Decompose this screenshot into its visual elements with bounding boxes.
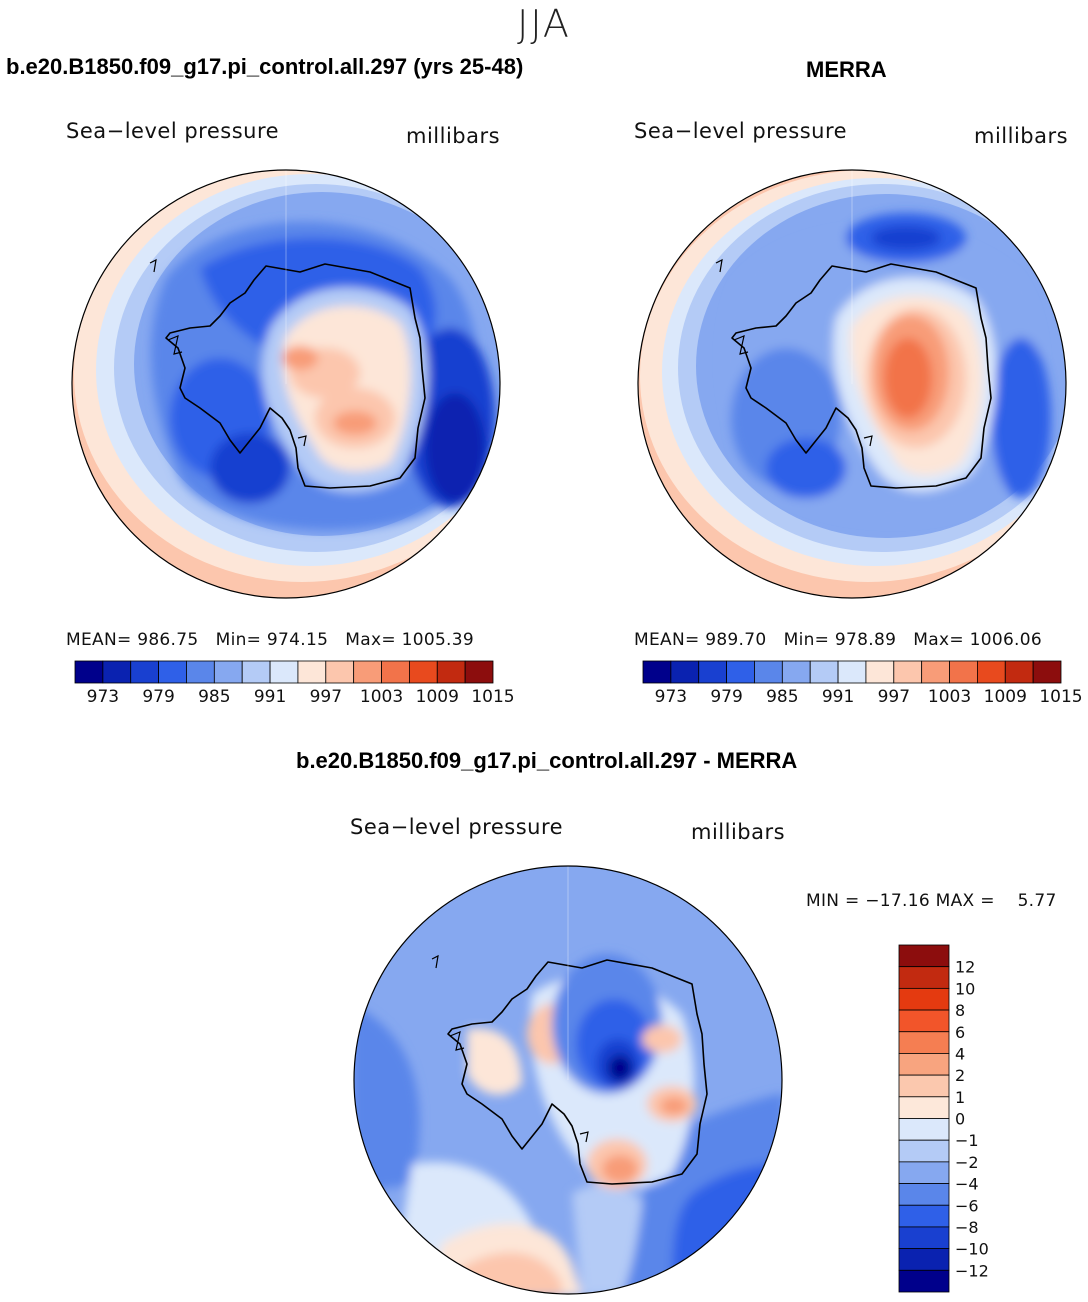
obs-colorbar-tick: 985 — [766, 687, 798, 707]
obs-units-label: millibars — [974, 124, 1069, 148]
obs-colorbar-box — [865, 660, 895, 684]
diff-colorbar-tick: −8 — [955, 1218, 979, 1237]
model-colorbar-tick: 985 — [198, 687, 230, 707]
diff-colorbar-tick: −1 — [955, 1131, 979, 1150]
diff-colorbar-box — [898, 1074, 950, 1098]
obs-colorbar-box — [670, 660, 700, 684]
model-colorbar-box — [408, 660, 438, 684]
model-colorbar-box — [241, 660, 271, 684]
obs-colorbar-box — [1032, 660, 1062, 684]
model-colorbar-tick: 973 — [87, 687, 119, 707]
obs-colorbar-tick: 991 — [822, 687, 854, 707]
model-variable-label: Sea−level pressure — [66, 119, 280, 143]
obs-colorbar-box — [781, 660, 811, 684]
diff-colorbar-box — [898, 944, 950, 968]
model-colorbar-box — [74, 660, 104, 684]
diff-colorbar-box — [898, 1031, 950, 1054]
obs-colorbar-box — [893, 660, 923, 684]
model-colorbar-tick: 979 — [142, 687, 174, 707]
diff-colorbar-box — [898, 1269, 950, 1293]
obs-colorbar-box — [1004, 660, 1034, 684]
obs-colorbar-tick: 1003 — [928, 687, 971, 707]
obs-colorbar-tick: 973 — [655, 687, 687, 707]
diff-colorbar-tick: −12 — [955, 1261, 989, 1280]
diff-colorbar-tick: −6 — [955, 1196, 979, 1215]
diff-stats: MIN = −17.16 MAX = 5.77 — [806, 891, 1057, 911]
diff-colorbar-box — [898, 1226, 950, 1250]
model-colorbar-box — [353, 660, 382, 684]
diff-colorbar-box — [898, 1053, 950, 1076]
diff-colorbar-tick: −2 — [955, 1153, 979, 1172]
model-stats: MEAN= 986.75 Min= 974.15 Max= 1005.39 — [66, 630, 474, 650]
diff-colorbar-tick: −10 — [955, 1240, 989, 1259]
model-colorbar-tick: 1003 — [360, 687, 403, 707]
obs-colorbar: 973 979 985 991 997 1003 1009 1015 — [642, 660, 1083, 707]
diff-panel-title: b.e20.B1850.f09_g17.pi_control.all.297 -… — [296, 748, 798, 773]
model-colorbar: 973 979 985 991 997 1003 1009 1015 — [74, 660, 515, 707]
diff-colorbar-box — [898, 1204, 950, 1228]
model-colorbar-tick: 1015 — [471, 687, 514, 707]
model-colorbar-box — [158, 660, 187, 684]
diff-slp-map — [353, 865, 783, 1295]
obs-slp-map — [637, 169, 1067, 599]
diff-colorbar-tick: 8 — [955, 1001, 965, 1020]
model-colorbar-box — [213, 660, 243, 684]
model-panel-title: b.e20.B1850.f09_g17.pi_control.all.297 (… — [6, 54, 524, 79]
obs-colorbar-box — [976, 660, 1006, 684]
diff-colorbar-tick: 1 — [955, 1088, 965, 1107]
diff-colorbar-box — [898, 987, 950, 1011]
obs-colorbar-box — [949, 660, 978, 684]
obs-variable-label: Sea−level pressure — [634, 119, 848, 143]
obs-colorbar-box — [809, 660, 839, 684]
model-colorbar-box — [102, 660, 132, 684]
model-colorbar-tick: 997 — [310, 687, 342, 707]
model-colorbar-box — [436, 660, 466, 684]
obs-colorbar-tick: 979 — [710, 687, 742, 707]
diff-colorbar-box — [898, 1183, 950, 1206]
diff-colorbar-tick: 10 — [955, 979, 975, 998]
diff-colorbar-tick: −4 — [955, 1175, 979, 1194]
diff-colorbar-tick: 6 — [955, 1023, 965, 1042]
model-colorbar-box — [381, 660, 410, 684]
model-slp-map — [71, 169, 501, 599]
model-colorbar-box — [186, 660, 215, 684]
obs-colorbar-box — [726, 660, 755, 684]
model-colorbar-box — [269, 660, 299, 684]
obs-colorbar-box — [921, 660, 950, 684]
diff-colorbar-tick: 2 — [955, 1066, 965, 1085]
model-colorbar-box — [297, 660, 327, 684]
obs-colorbar-tick: 1009 — [984, 687, 1027, 707]
diff-colorbar-tick: 0 — [955, 1110, 965, 1129]
obs-stats: MEAN= 989.70 Min= 978.89 Max= 1006.06 — [634, 630, 1042, 650]
diff-units-label: millibars — [691, 820, 786, 844]
diff-variable-label: Sea−level pressure — [350, 815, 564, 839]
diff-colorbar-box — [898, 966, 950, 989]
diff-colorbar-box — [898, 1248, 950, 1271]
model-units-label: millibars — [406, 124, 501, 148]
diff-colorbar-box — [898, 1096, 950, 1119]
model-colorbar-box — [325, 660, 355, 684]
model-colorbar-tick: 991 — [254, 687, 286, 707]
diff-colorbar-box — [898, 1161, 950, 1184]
obs-colorbar-box — [837, 660, 867, 684]
obs-colorbar-tick: 997 — [878, 687, 910, 707]
diff-colorbar-tick: 12 — [955, 958, 975, 977]
obs-colorbar-tick: 1015 — [1039, 687, 1082, 707]
diff-colorbar-box — [898, 1139, 950, 1163]
diff-colorbar-box — [898, 1009, 950, 1033]
model-colorbar-tick: 1009 — [416, 687, 459, 707]
obs-colorbar-box — [754, 660, 783, 684]
season-title: JJA — [517, 2, 571, 46]
obs-panel-title: MERRA — [806, 57, 887, 82]
model-colorbar-box — [130, 660, 160, 684]
model-colorbar-box — [464, 660, 494, 684]
obs-colorbar-box — [698, 660, 728, 684]
obs-colorbar-box — [642, 660, 672, 684]
diff-colorbar-tick: 4 — [955, 1044, 965, 1063]
diff-colorbar-box — [898, 1118, 950, 1141]
